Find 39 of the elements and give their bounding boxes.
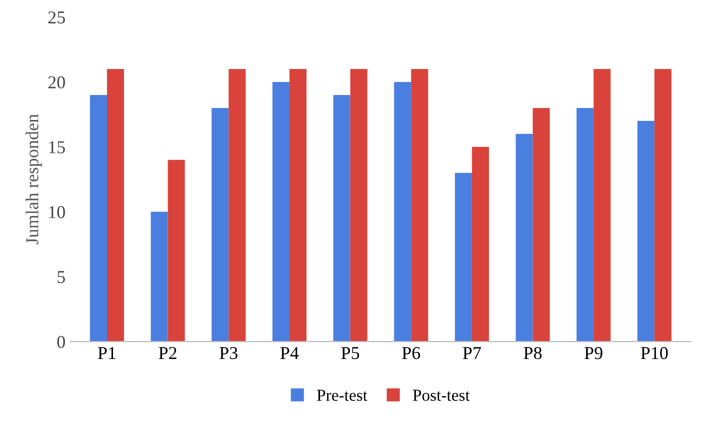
bar [411,69,428,342]
x-tick-label: P6 [402,347,420,360]
y-tick-label: 15 [49,141,65,154]
y-tick-label: 5 [58,271,65,284]
y-tick-label: 0 [57,336,65,348]
y-axis-title: Jumlah responden [26,114,42,244]
bar [150,212,168,342]
x-tick-label: P1 [98,347,116,359]
bar [576,108,594,342]
bar [637,120,654,342]
bar [168,160,185,342]
x-tick-label: P7 [462,347,481,359]
x-tick-label: P10 [640,346,668,360]
x-tick-label: P4 [280,347,299,359]
x-tick-label: P3 [220,347,238,360]
bar [333,94,350,342]
bar [516,134,533,342]
bar [654,69,672,342]
bar [228,69,246,342]
y-tick-label: 10 [49,206,65,218]
bar [90,94,107,342]
bar [472,146,489,342]
legend-label: Pre-test [317,390,368,401]
bar [289,69,306,342]
bar [454,172,472,342]
bar [394,82,412,342]
bar [212,108,229,342]
x-tick-label: P8 [524,346,542,360]
bar [532,108,550,342]
bar [350,69,368,342]
x-tick-label: P9 [584,347,602,360]
bar [106,69,124,342]
x-tick-label: P2 [158,347,176,359]
x-tick-label: P5 [341,347,360,360]
bar [272,82,290,342]
bar [594,69,611,342]
y-tick-label: 20 [48,76,65,88]
legend-label: Post-test [412,390,470,401]
y-tick-label: 25 [48,11,65,24]
